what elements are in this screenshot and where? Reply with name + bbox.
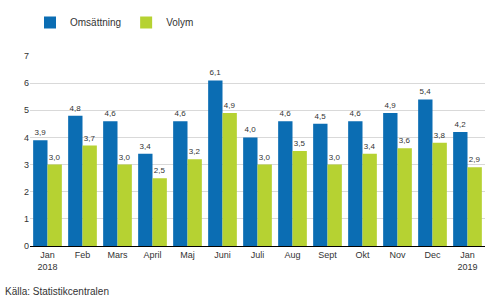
svg-text:Omsättning: Omsättning (70, 17, 121, 28)
svg-text:3: 3 (24, 160, 29, 170)
svg-text:4,6: 4,6 (104, 109, 116, 118)
svg-text:3,0: 3,0 (329, 153, 341, 162)
svg-text:3,5: 3,5 (294, 139, 306, 148)
svg-text:4,0: 4,0 (244, 125, 256, 134)
svg-text:5,4: 5,4 (419, 87, 431, 96)
svg-text:4,5: 4,5 (314, 112, 326, 121)
svg-text:Nov: Nov (389, 250, 406, 260)
svg-text:4,9: 4,9 (384, 101, 396, 110)
svg-text:3,4: 3,4 (364, 142, 376, 151)
svg-text:1: 1 (24, 214, 29, 224)
svg-text:4: 4 (24, 133, 29, 143)
svg-text:5: 5 (24, 105, 29, 115)
svg-text:2: 2 (24, 187, 29, 197)
svg-text:3,0: 3,0 (49, 153, 61, 162)
svg-text:Okt: Okt (355, 250, 370, 260)
svg-text:7: 7 (24, 51, 29, 61)
svg-text:Sept: Sept (318, 250, 337, 260)
svg-text:Aug: Aug (284, 250, 300, 260)
svg-text:4,2: 4,2 (454, 120, 466, 129)
svg-text:Jan2019: Jan2019 (457, 250, 477, 272)
svg-text:Mars: Mars (108, 250, 128, 260)
svg-text:3,0: 3,0 (119, 153, 131, 162)
svg-text:Juni: Juni (214, 250, 231, 260)
svg-text:April: April (143, 250, 161, 260)
svg-text:0: 0 (24, 241, 29, 251)
svg-text:4,6: 4,6 (279, 109, 291, 118)
svg-text:4,6: 4,6 (349, 109, 361, 118)
svg-text:Feb: Feb (75, 250, 91, 260)
svg-text:2,9: 2,9 (469, 155, 481, 164)
svg-text:Volym: Volym (166, 17, 193, 28)
svg-text:6: 6 (24, 78, 29, 88)
svg-text:3,4: 3,4 (139, 142, 151, 151)
svg-text:Dec: Dec (424, 250, 441, 260)
svg-text:3,2: 3,2 (189, 147, 201, 156)
svg-text:3,8: 3,8 (434, 131, 446, 140)
svg-text:3,6: 3,6 (399, 136, 411, 145)
svg-text:Jan2018: Jan2018 (37, 250, 57, 272)
svg-text:3,9: 3,9 (34, 128, 46, 137)
svg-text:4,8: 4,8 (69, 104, 81, 113)
svg-text:3,0: 3,0 (259, 153, 271, 162)
svg-text:Maj: Maj (180, 250, 195, 260)
svg-text:4,9: 4,9 (224, 101, 236, 110)
svg-text:4,6: 4,6 (174, 109, 186, 118)
svg-text:3,7: 3,7 (84, 134, 96, 143)
svg-text:6,1: 6,1 (209, 68, 221, 77)
svg-text:Källa: Statistikcentralen: Källa: Statistikcentralen (5, 286, 109, 297)
svg-text:2,5: 2,5 (154, 166, 166, 175)
svg-text:Juli: Juli (251, 250, 265, 260)
